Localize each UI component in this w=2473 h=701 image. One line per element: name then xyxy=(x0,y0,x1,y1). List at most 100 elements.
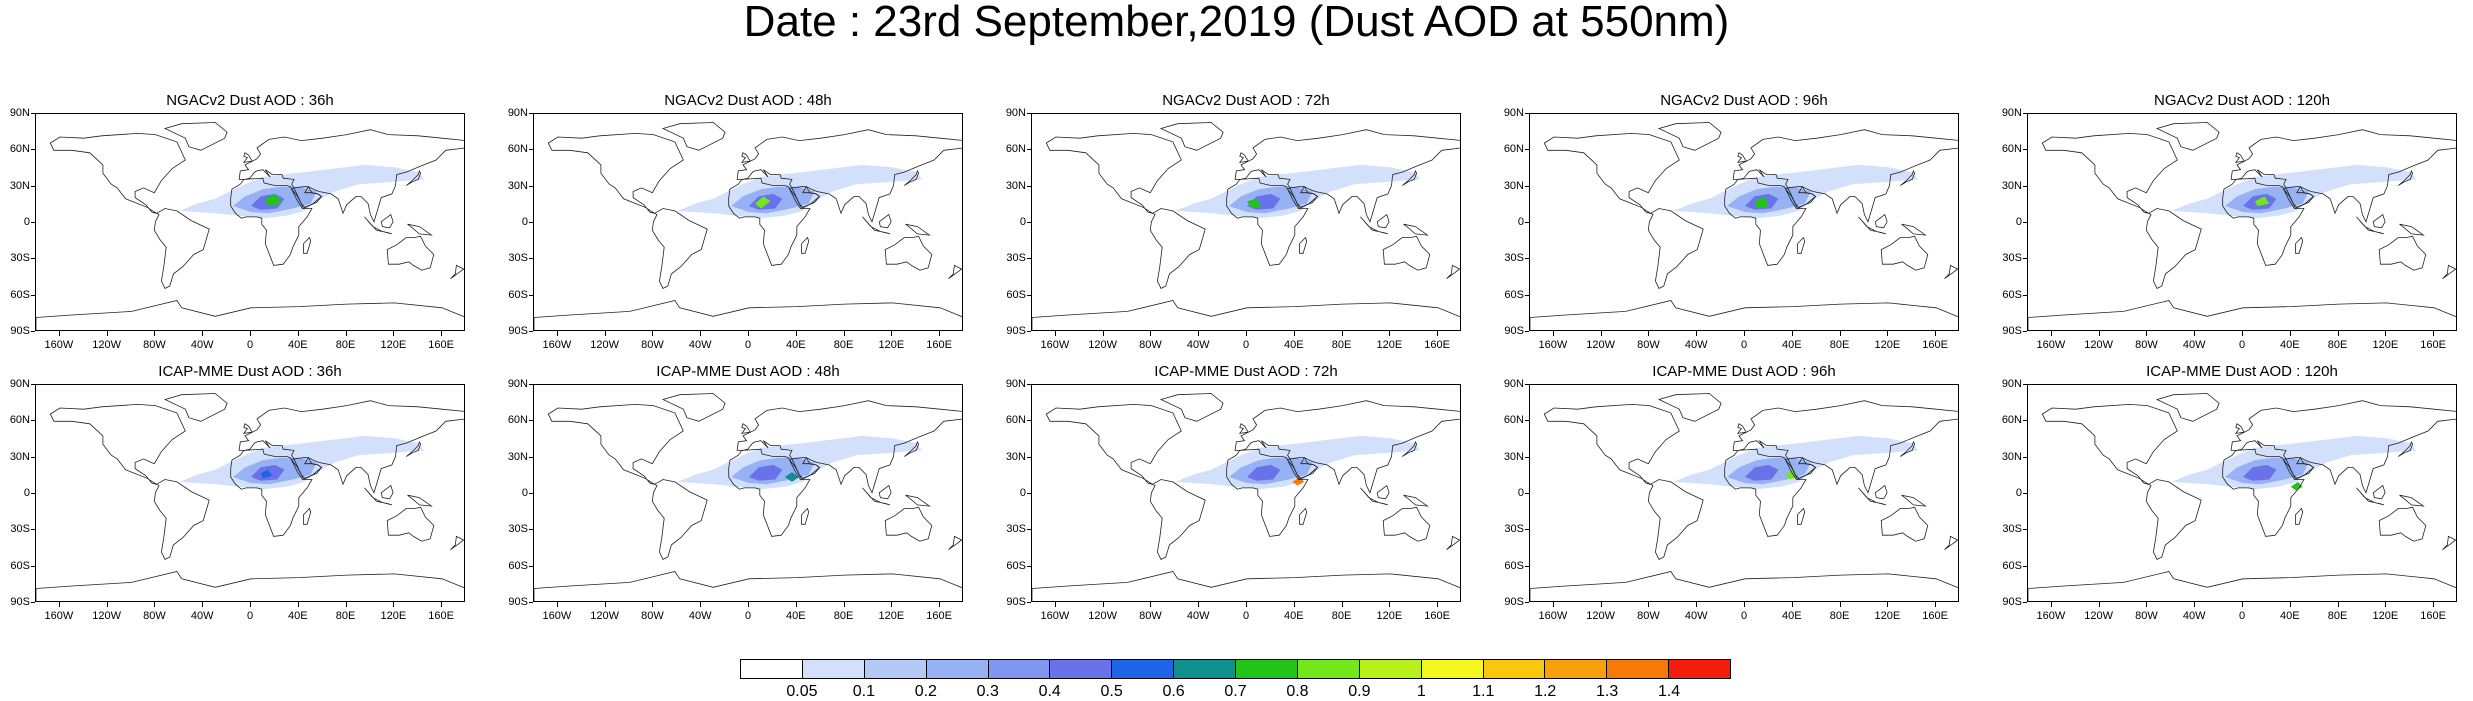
coastline-madagascar xyxy=(2295,507,2304,525)
lon-tick-label: 80W xyxy=(2135,339,2158,351)
lon-tick-label: 160E xyxy=(1424,610,1450,622)
coastline-japan xyxy=(1402,440,1418,457)
lat-tick-label: 30S xyxy=(2002,252,2022,265)
coastline-uk xyxy=(242,423,253,434)
lon-tick xyxy=(1839,602,1841,607)
lon-tick xyxy=(297,602,299,607)
lon-tick-label: 40E xyxy=(1781,610,1802,622)
coastline-borneo xyxy=(380,484,394,500)
lat-tick xyxy=(1525,185,1529,187)
colorbar-swatch xyxy=(1669,660,1730,678)
lat-tick xyxy=(529,258,533,260)
lon-tick xyxy=(2385,602,2387,607)
lon-tick-label: 80E xyxy=(2327,339,2348,351)
lat-tick xyxy=(1027,420,1031,422)
coastline-australia xyxy=(1382,506,1431,542)
lat-tick xyxy=(31,113,35,114)
lat-tick-label: 60N xyxy=(1503,143,1524,156)
lat-tick-label: 60S xyxy=(508,559,528,572)
dust-aod-map xyxy=(533,113,963,331)
lat-tick xyxy=(1525,384,1529,385)
coastline-japan xyxy=(1900,169,1916,186)
lat-tick xyxy=(529,185,533,187)
lat-tick xyxy=(2023,602,2027,603)
lat-tick-label: 30S xyxy=(1006,523,1026,536)
lat-tick-label: 30N xyxy=(2001,179,2022,192)
lat-tick xyxy=(1525,222,1529,223)
lon-tick-label: 80E xyxy=(1331,610,1352,622)
lat-tick xyxy=(529,420,533,422)
map-panel: NGACv2 Dust AOD : 96h 90N 60N 30N 0 30S 60S 90S… xyxy=(1494,92,1959,367)
dust-hotspot xyxy=(2290,481,2303,491)
lon-tick xyxy=(393,602,395,607)
coastline-australia xyxy=(1382,235,1431,271)
lat-tick xyxy=(1027,384,1031,385)
coastline-uk xyxy=(740,423,751,434)
lon-tick-label: 0 xyxy=(1242,610,1250,622)
coastline-north-america xyxy=(49,132,186,214)
lat-tick-label: 0 xyxy=(1019,216,1026,228)
lat-tick xyxy=(31,565,35,567)
coastline-greenland xyxy=(1657,122,1722,151)
lat-tick xyxy=(529,529,533,531)
lon-tick-label: 0 xyxy=(246,339,254,351)
coastline-greenland xyxy=(1657,393,1722,422)
coastline-arabia xyxy=(1286,457,1319,479)
lon-tick-label: 160W xyxy=(1538,610,1568,622)
lon-tick xyxy=(202,331,204,336)
lat-tick-label: 60N xyxy=(1005,143,1026,156)
lat-tick-label: 90S xyxy=(1504,325,1524,337)
lon-tick-label: 160W xyxy=(2036,339,2066,351)
coastline-australia xyxy=(1880,235,1929,271)
colorbar-label: 0.3 xyxy=(976,683,999,700)
lon-tick xyxy=(250,602,251,607)
lat-tick-label: 60N xyxy=(9,143,30,156)
lon-tick xyxy=(1887,331,1889,336)
lon-tick-label: 120W xyxy=(92,610,122,622)
lon-tick-label: 120E xyxy=(1376,339,1403,351)
coastline-north-america xyxy=(1543,403,1680,485)
map-canvas xyxy=(2028,393,2456,601)
lon-tick xyxy=(556,602,558,607)
coastline-new-zealand xyxy=(450,264,464,280)
lat-tick xyxy=(31,384,35,385)
coastline-indonesia xyxy=(2356,487,2385,506)
lat-tick-label: 90N xyxy=(507,378,528,390)
lon-tick xyxy=(2050,602,2052,607)
colorbar-swatch xyxy=(741,660,803,678)
dust-plume-core xyxy=(2243,464,2277,481)
lon-tick xyxy=(1552,602,1554,607)
lon-tick xyxy=(202,602,204,607)
lon-tick-label: 40W xyxy=(1186,610,1210,622)
lon-tick-label: 80E xyxy=(335,339,356,351)
dust-hotspot xyxy=(260,469,273,479)
coastline-japan xyxy=(2398,440,2414,457)
coastline-north-america xyxy=(547,403,684,485)
coastline-greenland xyxy=(163,122,228,151)
lat-tick xyxy=(1027,294,1031,296)
coastline-new-guinea xyxy=(1403,223,1429,236)
lat-tick xyxy=(31,149,35,151)
lat-tick-label: 60N xyxy=(1503,414,1524,427)
lon-tick-label: 80E xyxy=(833,339,854,351)
lat-tick-label: 90S xyxy=(10,325,30,337)
lat-tick-label: 0 xyxy=(2015,216,2022,228)
coastline-antarctica xyxy=(36,571,464,601)
coastline-arabia xyxy=(788,186,821,208)
lat-tick-label: 90S xyxy=(2002,596,2022,608)
lat-tick-label: 90S xyxy=(1006,596,1026,608)
panel-title: NGACv2 Dust AOD : 36h xyxy=(166,92,334,109)
colorbar-label: 0.2 xyxy=(914,683,937,700)
dust-aod-map xyxy=(35,384,465,602)
lon-tick xyxy=(154,331,156,336)
lon-tick-label: 160E xyxy=(926,339,952,351)
coastline-new-guinea xyxy=(905,223,931,236)
coastline-madagascar xyxy=(2295,236,2304,254)
lon-tick-label: 120E xyxy=(380,339,407,351)
lon-tick-label: 0 xyxy=(744,339,752,351)
lon-tick-label: 160E xyxy=(1922,610,1948,622)
panel-title: NGACv2 Dust AOD : 96h xyxy=(1660,92,1828,109)
lon-tick-label: 80W xyxy=(641,610,664,622)
lat-tick-label: 60N xyxy=(1005,414,1026,427)
lon-tick xyxy=(939,331,941,336)
